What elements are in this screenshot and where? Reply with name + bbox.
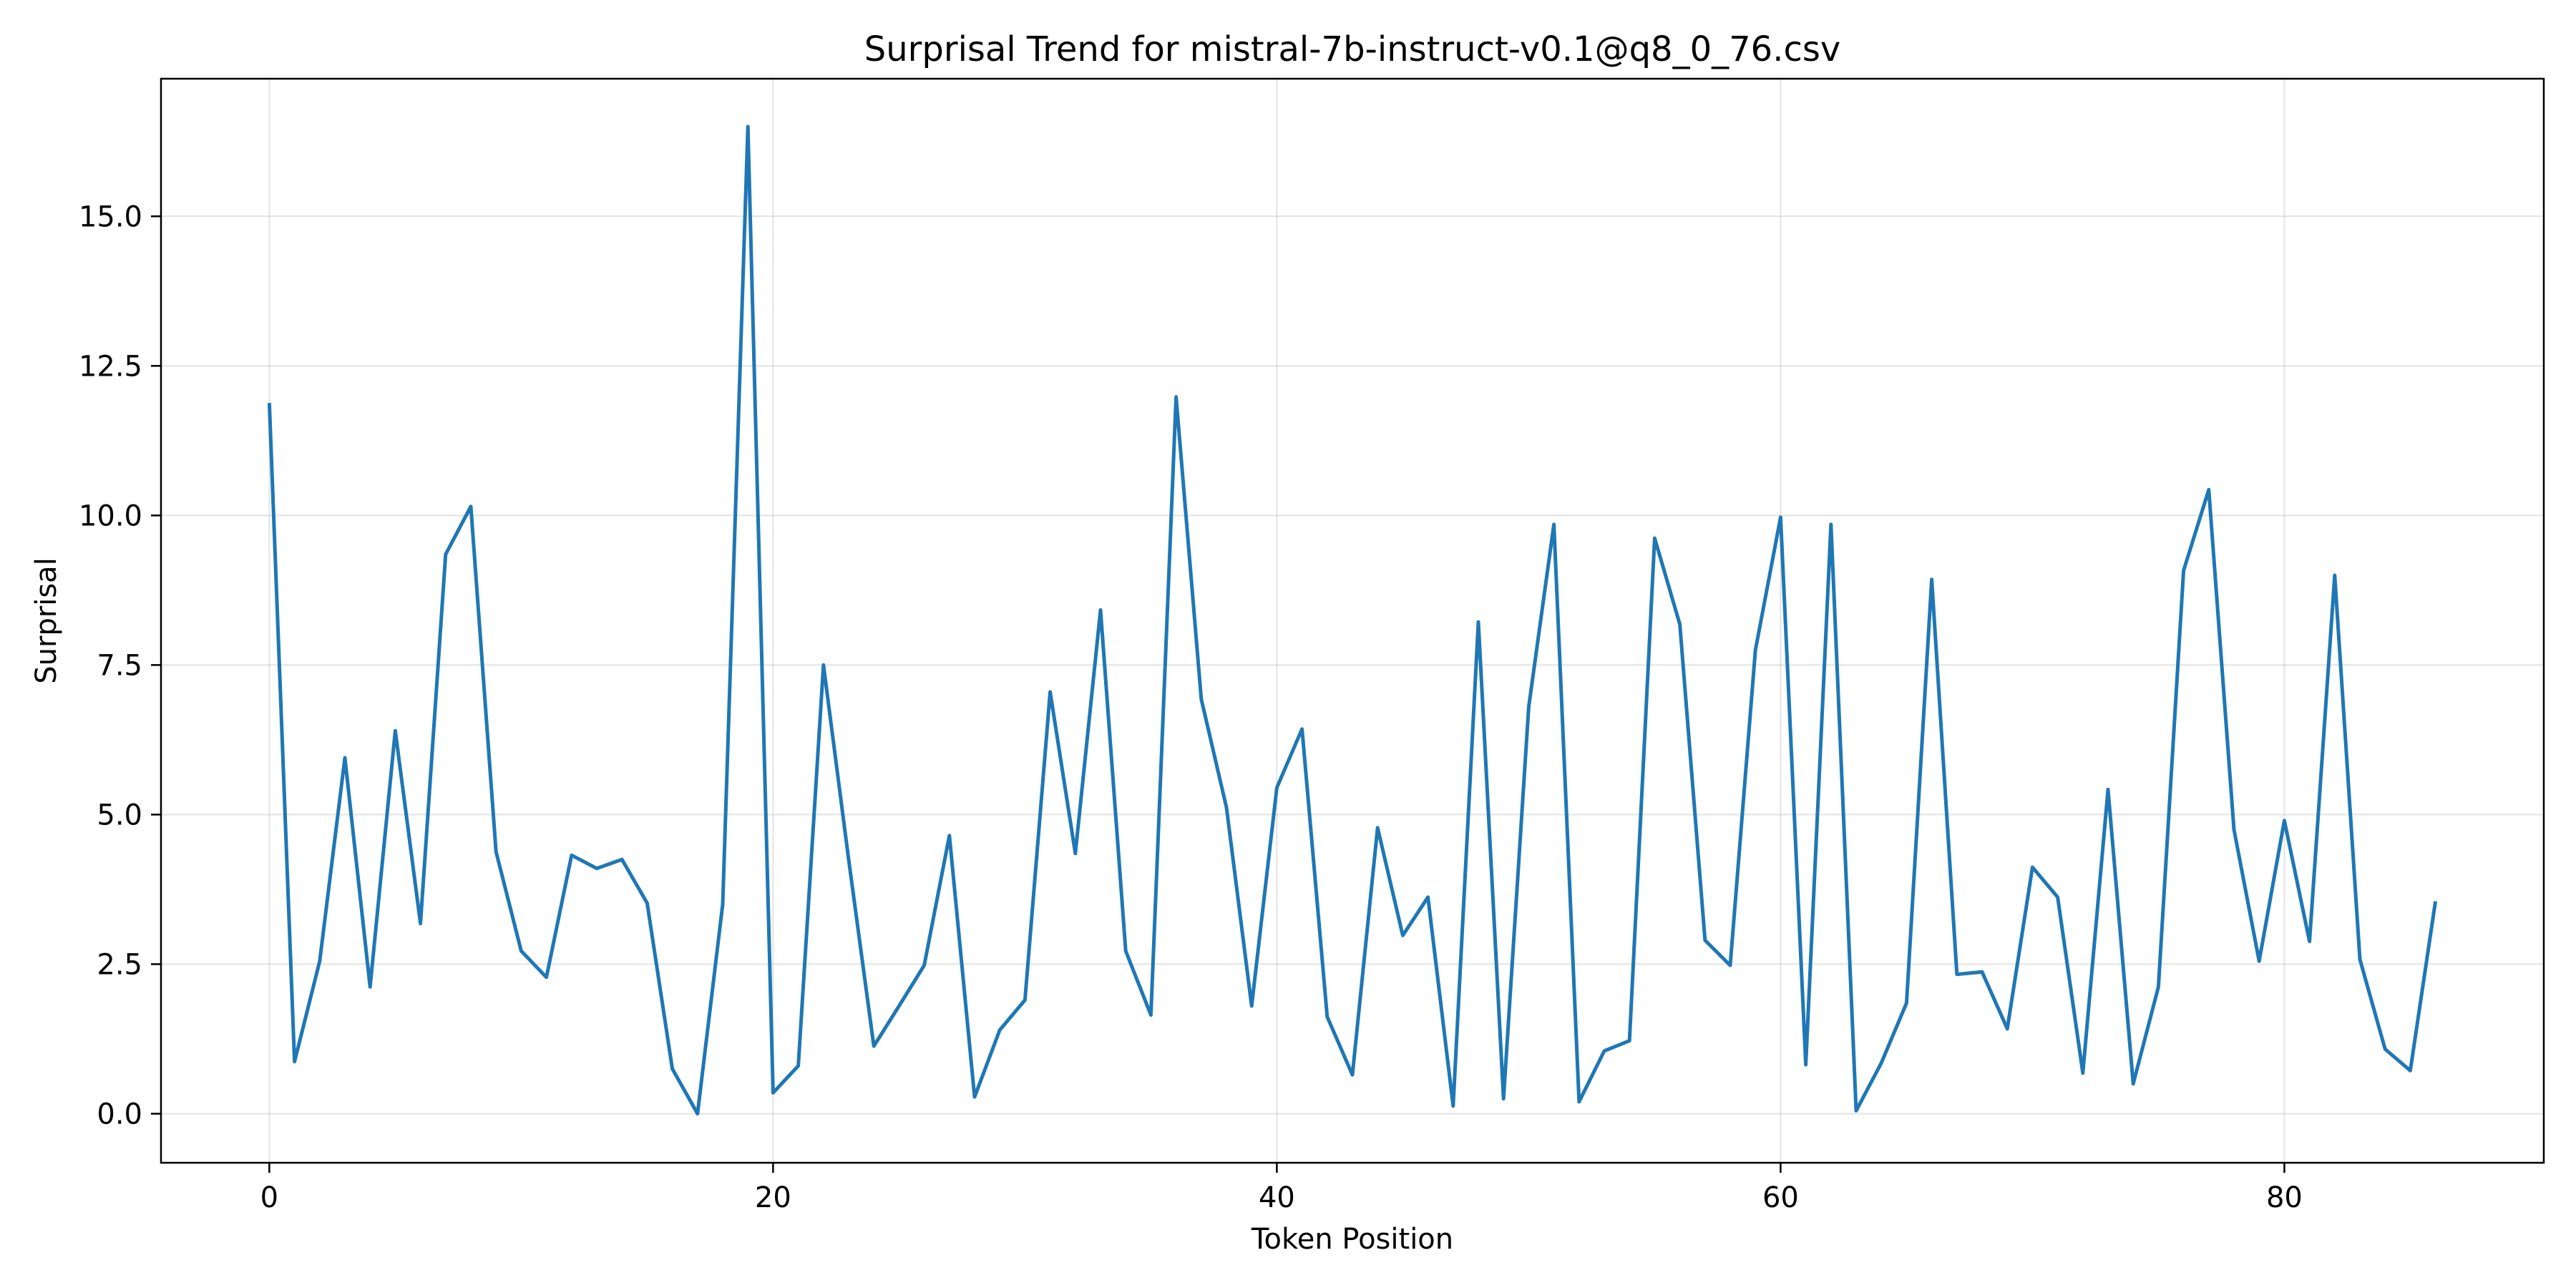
y-tick-label: 5.0: [97, 799, 142, 831]
y-tick-label: 15.0: [79, 200, 142, 233]
y-tick-label: 10.0: [79, 499, 142, 532]
x-tick-label: 0: [260, 1181, 278, 1214]
x-tick-label: 60: [1762, 1181, 1799, 1214]
series-line: [267, 125, 2438, 1116]
y-axis-label: Surprisal: [30, 557, 63, 684]
y-tick-label: 2.5: [97, 948, 142, 981]
axis-ticks: 0 20 40 60 80 0.0 2.5 5.0 7.5 10.0 12.5 15.0: [79, 200, 2303, 1214]
y-tick-label: 7.5: [97, 649, 142, 682]
chart-title: Surprisal Trend for mistral-7b-instruct-…: [864, 29, 1841, 69]
x-axis-label: Token Position: [1251, 1223, 1453, 1256]
plot-frame: [160, 77, 2545, 1164]
x-tick-label: 20: [755, 1181, 791, 1214]
y-tick-label: 12.5: [79, 350, 142, 383]
series-layer: [267, 125, 2438, 1116]
x-tick-label: 40: [1259, 1181, 1295, 1214]
y-tick-label: 0.0: [97, 1098, 142, 1131]
x-tick-label: 80: [2266, 1181, 2303, 1214]
grid-lines: [161, 79, 2544, 1163]
